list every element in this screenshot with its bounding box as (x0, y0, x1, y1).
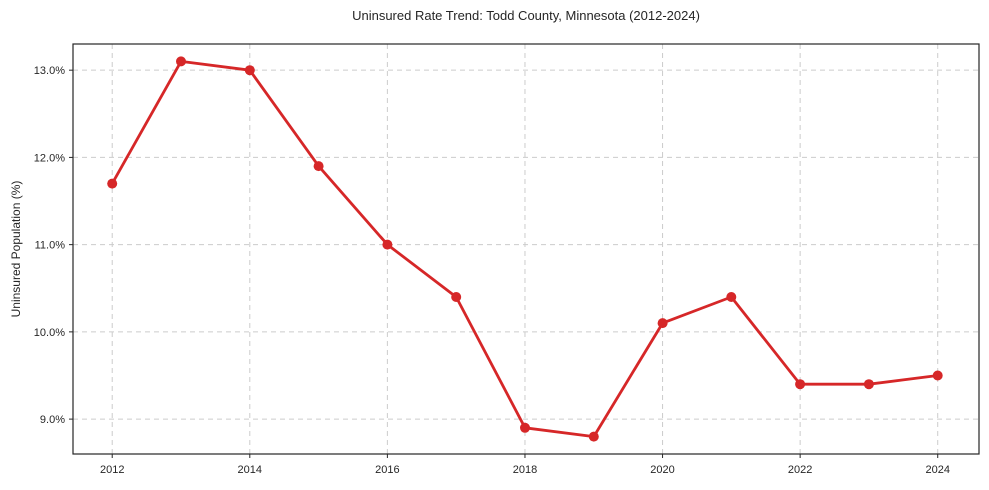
data-point (176, 56, 186, 67)
plot-border (72, 43, 980, 455)
data-point (863, 379, 874, 390)
y-tick-label: 10.0% (34, 327, 65, 339)
y-tick-label: 9.0% (40, 414, 65, 426)
chart-title: Uninsured Rate Trend: Todd County, Minne… (352, 8, 700, 23)
y-tick-label: 13.0% (34, 65, 65, 77)
x-tick-label: 2014 (238, 464, 262, 476)
y-tick-label: 12.0% (34, 152, 65, 164)
data-point (932, 370, 943, 381)
data-point (726, 292, 737, 302)
data-point (244, 65, 255, 76)
data-point (520, 422, 530, 433)
x-tick-label: 2020 (650, 464, 674, 476)
x-tick-label: 2024 (925, 464, 949, 476)
data-point (107, 178, 118, 189)
x-tick-label: 2018 (513, 464, 537, 476)
data-point (451, 292, 462, 302)
data-point (795, 379, 806, 390)
x-tick-label: 2016 (375, 464, 399, 476)
data-point (657, 318, 668, 329)
data-point (313, 161, 324, 172)
y-tick-label: 11.0% (35, 240, 66, 252)
x-tick-label: 2012 (100, 464, 124, 476)
x-tick-label: 2022 (788, 464, 812, 476)
data-point (382, 239, 393, 250)
data-point (588, 431, 599, 442)
